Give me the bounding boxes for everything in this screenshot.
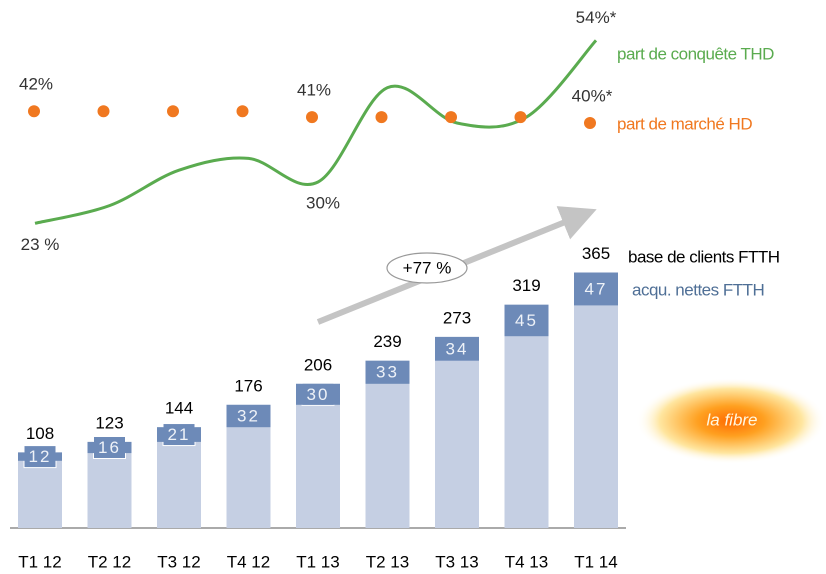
line-label: 23 % xyxy=(21,235,60,254)
dot xyxy=(375,111,388,124)
dot-label: 41% xyxy=(297,81,331,100)
bar xyxy=(365,360,410,528)
dot-label: 42% xyxy=(19,75,53,94)
bar-segment xyxy=(365,360,410,384)
bar xyxy=(435,336,479,528)
dot xyxy=(514,111,527,124)
bar-segment xyxy=(87,441,132,454)
legend-label: acqu. nettes FTTH xyxy=(632,280,764,299)
legend-label: part de marché HD xyxy=(617,114,752,133)
bar-segment xyxy=(296,383,340,405)
segment-label: 16 xyxy=(98,438,121,457)
dot xyxy=(445,111,457,124)
segment-label: 32 xyxy=(237,406,260,425)
line-label: 30% xyxy=(306,193,340,212)
legend-label: base de clients FTTH xyxy=(628,247,780,266)
dot xyxy=(97,105,110,118)
legend-label: part de conquête THD xyxy=(617,44,774,63)
bar-label: 319 xyxy=(512,276,540,295)
x-tick-label: T3 12 xyxy=(157,552,200,571)
annotation: +77 % xyxy=(403,258,452,277)
segment-label: 47 xyxy=(585,279,608,298)
logo xyxy=(636,378,826,464)
x-tick-label: T1 12 xyxy=(18,552,61,571)
bar-segment xyxy=(157,427,201,442)
x-tick-label: T2 12 xyxy=(88,552,131,571)
x-tick-label: T2 13 xyxy=(366,552,409,571)
dot xyxy=(236,105,249,118)
dot xyxy=(584,117,596,129)
dot xyxy=(167,105,179,118)
bar-segment xyxy=(435,336,479,361)
bar-label: 206 xyxy=(304,355,332,374)
dot xyxy=(306,111,318,124)
bar-segment xyxy=(18,452,62,461)
segment-label: 33 xyxy=(376,363,399,382)
bar-label: 239 xyxy=(373,332,401,351)
segment-label: 34 xyxy=(446,339,469,358)
x-tick-label: T1 13 xyxy=(296,552,339,571)
x-tick-label: T3 13 xyxy=(435,552,478,571)
bar-label: 176 xyxy=(234,376,262,395)
x-tick-label: T4 12 xyxy=(227,552,270,571)
bar-label: 273 xyxy=(443,308,471,327)
bar-label: 123 xyxy=(95,413,123,432)
dot xyxy=(28,105,40,118)
line-label: 54%* xyxy=(576,8,617,27)
bar xyxy=(504,304,549,528)
x-tick-label: T1 14 xyxy=(574,552,617,571)
segment-label: 12 xyxy=(29,447,52,466)
bar-segment xyxy=(504,304,549,337)
bar-segment xyxy=(226,404,271,428)
bar-label: 108 xyxy=(26,424,54,443)
bar-segment xyxy=(574,272,618,306)
segment-label: 21 xyxy=(168,425,191,444)
dot-label: 40%* xyxy=(572,86,613,105)
x-tick-label: T4 13 xyxy=(505,552,548,571)
logo-text: la fibre xyxy=(706,410,757,429)
segment-label: 45 xyxy=(515,311,538,330)
line xyxy=(34,39,598,225)
bar xyxy=(574,272,618,528)
bar xyxy=(296,383,340,528)
annotation-bubble xyxy=(386,252,468,284)
bar-label: 365 xyxy=(582,244,610,263)
bar-label: 144 xyxy=(165,399,193,418)
segment-label: 30 xyxy=(307,385,330,404)
